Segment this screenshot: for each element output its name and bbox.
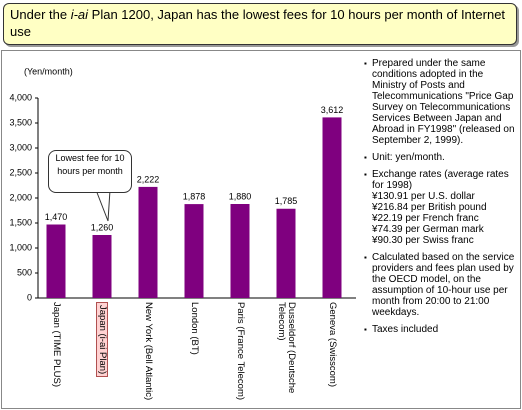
x-tick-label: New York (Bell Atlantic) xyxy=(143,302,154,401)
bar xyxy=(92,235,112,298)
note-text: Prepared under the same conditions adopt… xyxy=(372,58,515,146)
bar xyxy=(322,117,342,299)
x-tick-label: Geneva (Swisscom) xyxy=(327,302,338,387)
y-tick-label: 0 xyxy=(27,292,32,302)
x-tick-label: Japan (i-ai Plan) xyxy=(96,302,108,378)
frame xyxy=(1,50,521,409)
note-line: ¥130.91 per U.S. dollar xyxy=(372,191,475,202)
value-label: 3,612 xyxy=(321,105,344,115)
y-tick-label: 4,000 xyxy=(9,92,32,102)
title: Plan 1200, Japan has the lowest fees for… xyxy=(10,7,506,39)
bar xyxy=(46,224,66,298)
x-tick-label: London (BT) xyxy=(189,302,200,355)
bar xyxy=(184,204,204,298)
note-line: ¥216.84 per British pound xyxy=(372,202,487,213)
note-line: ¥90.30 per Swiss franc xyxy=(372,235,474,246)
note-text: Exchange rates (average rates for 1998) xyxy=(372,169,509,191)
y-axis-label: (Yen/month) xyxy=(24,66,73,76)
value-label: 1,878 xyxy=(183,191,206,201)
x-tick-label: Paris (France Telecom) xyxy=(235,302,246,401)
note-text: Unit: yen/month. xyxy=(372,152,445,163)
y-tick-label: 500 xyxy=(17,267,32,277)
bar xyxy=(138,186,158,298)
bar xyxy=(230,204,250,298)
note-text: Taxes included xyxy=(372,324,439,335)
notes: Prepared under the same conditions adopt… xyxy=(364,58,516,341)
y-tick-label: 1,000 xyxy=(9,242,32,252)
y-tick-label: 3,500 xyxy=(9,117,32,127)
x-tick-label: Dusseldorf (Deutsche Telecom) xyxy=(276,302,297,394)
bar xyxy=(276,208,296,298)
x-tick-label: Japan (TIME PLUS) xyxy=(51,302,62,387)
note-line: ¥22.19 per French franc xyxy=(372,213,479,224)
value-label: 1,470 xyxy=(45,212,68,222)
note: Taxes included xyxy=(364,324,516,335)
note-line: ¥74.39 per German mark xyxy=(372,224,484,235)
note: Prepared under the same conditions adopt… xyxy=(364,58,516,146)
note: Exchange rates (average rates for 1998)¥… xyxy=(364,169,516,246)
callout: Lowest fee for 10 hours per month xyxy=(48,150,132,193)
callout-pointer xyxy=(95,189,111,222)
value-label: 1,785 xyxy=(275,196,298,206)
note-text: Calculated based on the service provider… xyxy=(372,252,515,318)
note: Unit: yen/month. xyxy=(364,152,516,163)
value-label: 2,222 xyxy=(137,174,160,184)
title-box: Under the i-ai Plan 1200, Japan has the … xyxy=(3,3,517,45)
value-label: 1,880 xyxy=(229,191,252,201)
value-label: 1,260 xyxy=(91,222,114,232)
y-tick-label: 2,000 xyxy=(9,192,32,202)
note: Calculated based on the service provider… xyxy=(364,252,516,318)
y-tick-label: 1,500 xyxy=(9,217,32,227)
title: Under the xyxy=(10,7,71,22)
y-tick-label: 3,000 xyxy=(9,142,32,152)
title-italic: i-ai xyxy=(70,7,89,22)
y-tick-label: 2,500 xyxy=(9,167,32,177)
